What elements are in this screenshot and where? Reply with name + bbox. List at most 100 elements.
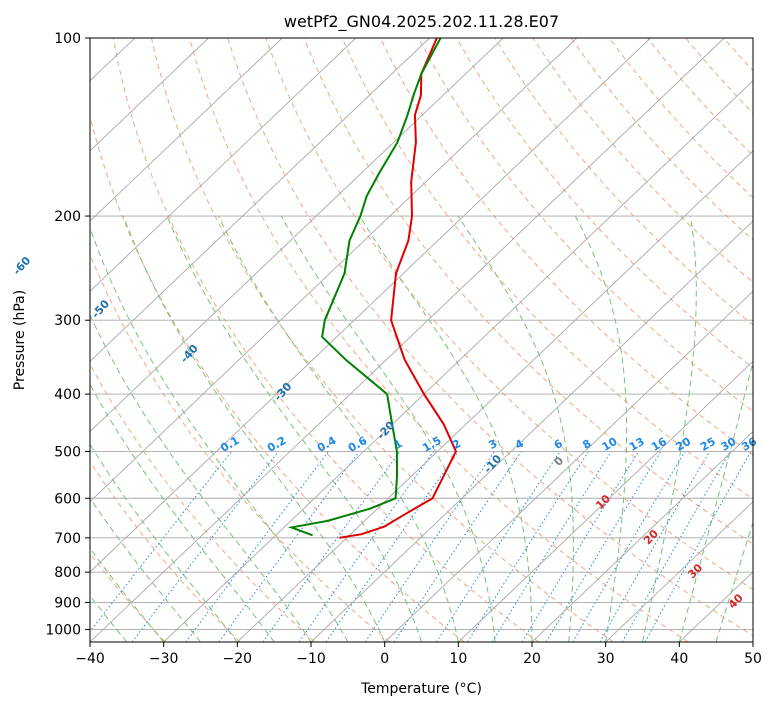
mixing-ratio-line (599, 451, 711, 642)
isotherm-line (163, 80, 753, 642)
mixing-ratio-line (521, 451, 640, 642)
dry-adiabat-line (303, 38, 753, 545)
isotherm-line (752, 641, 753, 642)
moist-adiabat-line (218, 215, 459, 642)
moist-adiabat-label: 30 (685, 561, 705, 581)
dry-adiabat-label: -30 (272, 380, 295, 404)
y-tick-label: 900 (54, 595, 81, 611)
dry-adiabat-line (723, 38, 753, 72)
x-tick-label: 50 (744, 651, 762, 667)
dry-adiabat-label: -10 (481, 452, 504, 476)
chart-title: wetPf2_GN04.2025.202.11.28.E07 (284, 12, 559, 32)
y-tick-label: 700 (54, 531, 81, 547)
x-tick-label: 40 (670, 651, 688, 667)
y-tick-label: 200 (54, 209, 81, 225)
x-tick-label: −10 (296, 651, 326, 667)
mixing-ratio-line (298, 451, 435, 642)
moist-adiabat-line (359, 215, 533, 642)
dry-adiabat-line (90, 113, 465, 642)
isotherm-line (310, 220, 753, 642)
plot-frame (89, 37, 754, 643)
moist-adiabat-line (715, 520, 753, 642)
mixing-ratio-line (393, 451, 522, 642)
temperature-line (339, 38, 458, 539)
moist-adiabat-line (122, 215, 386, 642)
dry-adiabat-line (341, 38, 753, 500)
mixing-ratio-label: 8 (580, 437, 593, 452)
dry-adiabat-line (189, 38, 689, 642)
isotherm-line (531, 430, 753, 642)
mixing-ratio-line (185, 451, 329, 642)
mixing-ratio-line (545, 451, 662, 642)
x-tick-label: −30 (149, 651, 179, 667)
dry-adiabat-line (112, 38, 540, 642)
y-tick-label: 400 (54, 387, 81, 403)
mixing-ratio-label: 3 (486, 437, 499, 452)
axis-ticks: −40 −30 −20 −10 0 10 20 30 40 5010020030040050060… (45, 31, 762, 667)
dry-adiabat-line (90, 552, 166, 642)
x-tick-label: −40 (75, 651, 105, 667)
mixing-ratio-line (131, 451, 279, 642)
moist-adiabat-line (574, 215, 628, 642)
dry-adiabat-line (90, 460, 241, 642)
dry-adiabat-line (418, 38, 753, 412)
mixing-ratio-label: 1 (392, 437, 405, 452)
moist-adiabat-label: 0 (552, 454, 567, 469)
isotherm-line (237, 150, 753, 642)
mixing-ratio-line (644, 451, 752, 642)
mixing-ratio-line (262, 451, 401, 642)
isotherm-line (679, 571, 753, 642)
dry-adiabat-line (227, 38, 753, 637)
moist-adiabat-label: 10 (593, 492, 613, 512)
moist-adiabat-label: 40 (726, 591, 746, 611)
x-axis-label: Temperature (°C) (360, 681, 482, 697)
isotherm-line (458, 360, 753, 642)
dry-adiabat-label: -60 (10, 254, 33, 278)
mixing-ratio-line (435, 451, 561, 642)
dry-adiabat-line (608, 38, 753, 199)
isotherm-line (90, 38, 430, 362)
moist-adiabat-line (90, 547, 165, 642)
moist-adiabat-line (90, 226, 349, 642)
y-axis-label: Pressure (hPa) (12, 290, 28, 390)
mixing-ratio-label: 6 (552, 437, 565, 452)
x-tick-label: −20 (223, 651, 253, 667)
moist-adiabat-line (90, 313, 312, 642)
y-tick-label: 1000 (45, 622, 81, 638)
isotherm-line (90, 38, 504, 433)
moist-adiabat-line (90, 443, 238, 642)
dry-adiabat-line (90, 253, 390, 642)
x-tick-label: 10 (449, 651, 467, 667)
dry-adiabat-line (685, 38, 753, 114)
isotherm-line (605, 501, 753, 642)
y-tick-label: 300 (54, 313, 81, 329)
y-tick-label: 100 (54, 31, 81, 47)
dry-adiabat-line (90, 362, 316, 642)
mixing-ratio-line (621, 451, 731, 642)
isotherm-line (90, 38, 283, 222)
moist-adiabat-line (90, 497, 201, 642)
dry-adiabat-line (379, 38, 753, 456)
moist-adiabat-line (457, 215, 574, 642)
mixing-ratio-line (90, 451, 232, 633)
isotherm-line (90, 38, 725, 642)
mixing-ratio-line (218, 451, 360, 642)
y-tick-label: 800 (54, 565, 81, 581)
y-tick-label: 500 (54, 444, 81, 460)
x-tick-label: 0 (380, 651, 389, 667)
moist-adiabat-label: 20 (641, 527, 661, 547)
dry-adiabat-line (647, 38, 753, 157)
profile-lines (287, 38, 458, 539)
dry-adiabat-line (150, 38, 614, 642)
isotherm-line (90, 38, 578, 503)
dewpoint-line (287, 38, 442, 537)
dry-adiabat-line (265, 38, 753, 591)
isotherm-line (90, 38, 357, 292)
isotherm-line (0, 38, 61, 642)
isotherm-line (90, 38, 651, 573)
dry-adiabat-line (762, 38, 775, 642)
mixing-ratio-line (467, 451, 590, 642)
y-tick-label: 600 (54, 491, 81, 507)
isotherm-line (90, 38, 209, 152)
